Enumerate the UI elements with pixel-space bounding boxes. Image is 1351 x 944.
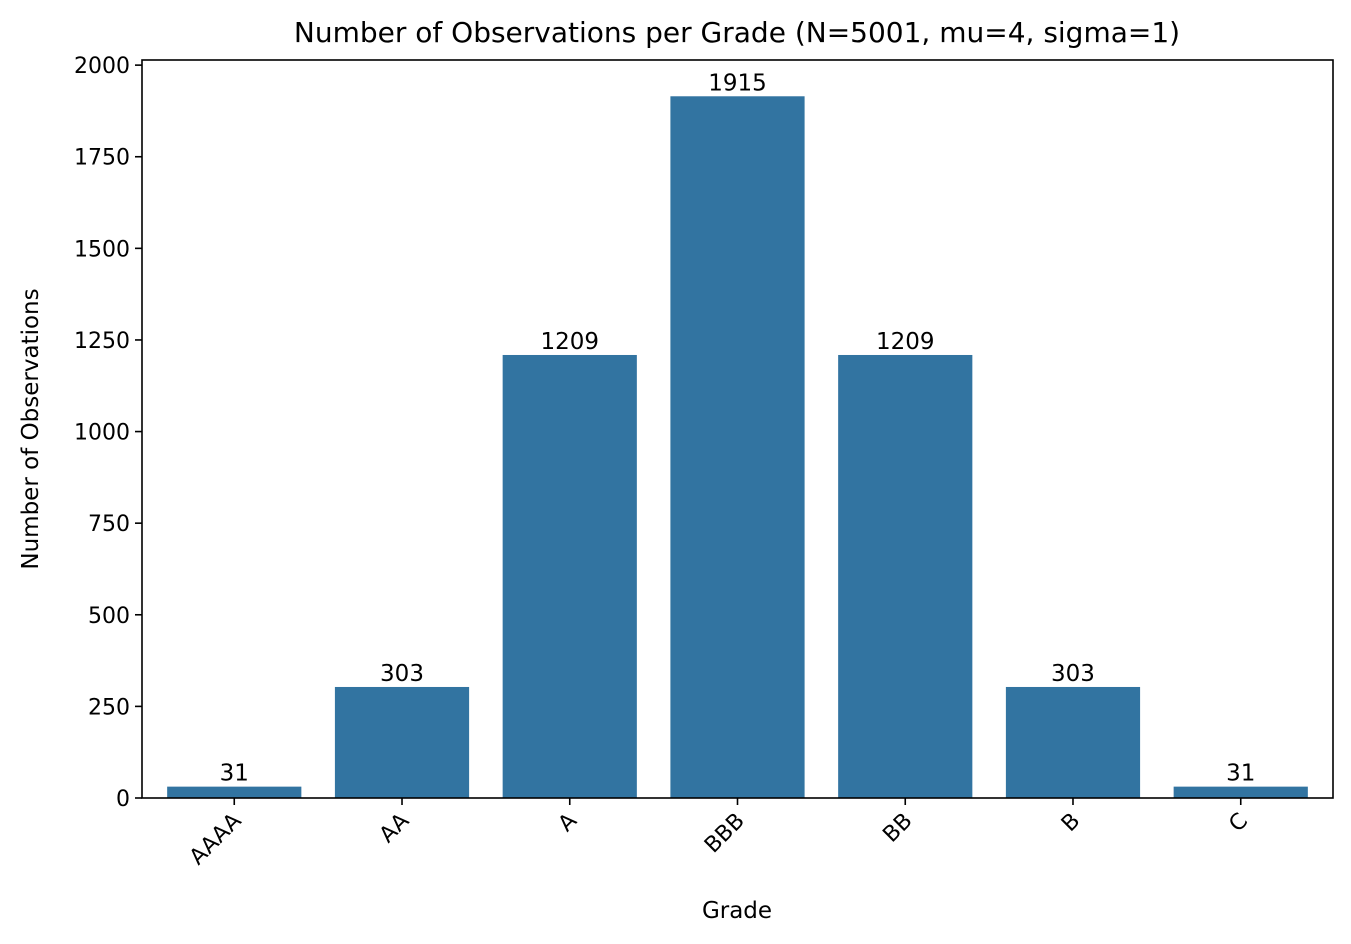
data-label-aaaa: 31 <box>220 761 249 787</box>
bar-aaaa <box>167 786 302 798</box>
bars-group <box>167 96 1308 798</box>
chart-title: Number of Observations per Grade (N=5001… <box>294 16 1180 49</box>
data-label-a: 1209 <box>540 329 599 355</box>
y-tick-label: 750 <box>88 512 130 537</box>
y-tick-label: 1000 <box>74 421 130 446</box>
bar-bbb <box>670 96 805 798</box>
y-tick-label: 0 <box>116 787 130 812</box>
y-tick-label: 1750 <box>74 146 130 171</box>
y-tick-label: 500 <box>88 604 130 629</box>
y-tick-label: 1500 <box>74 237 130 262</box>
data-label-c: 31 <box>1226 761 1255 787</box>
y-tick-label: 2000 <box>74 54 130 79</box>
x-axis-label: Grade <box>702 898 772 924</box>
bar-aa <box>334 686 470 798</box>
data-label-bb: 1209 <box>876 329 935 355</box>
y-axis: 0 250 500 750 1000 1250 1500 1750 2000 <box>74 54 142 812</box>
data-label-aa: 303 <box>380 661 424 687</box>
bar-c <box>1173 786 1308 798</box>
data-label-bbb: 1915 <box>708 70 767 96</box>
bar-a <box>502 354 637 798</box>
y-tick-label: 1250 <box>74 329 130 354</box>
y-axis-label: Number of Observations <box>18 288 44 569</box>
data-label-b: 303 <box>1051 661 1095 687</box>
bar-bb <box>838 354 973 798</box>
y-tick-label: 250 <box>88 695 130 720</box>
data-labels-group: 31 303 1209 1915 1209 303 31 <box>220 70 1256 786</box>
bar-b <box>1005 686 1141 798</box>
